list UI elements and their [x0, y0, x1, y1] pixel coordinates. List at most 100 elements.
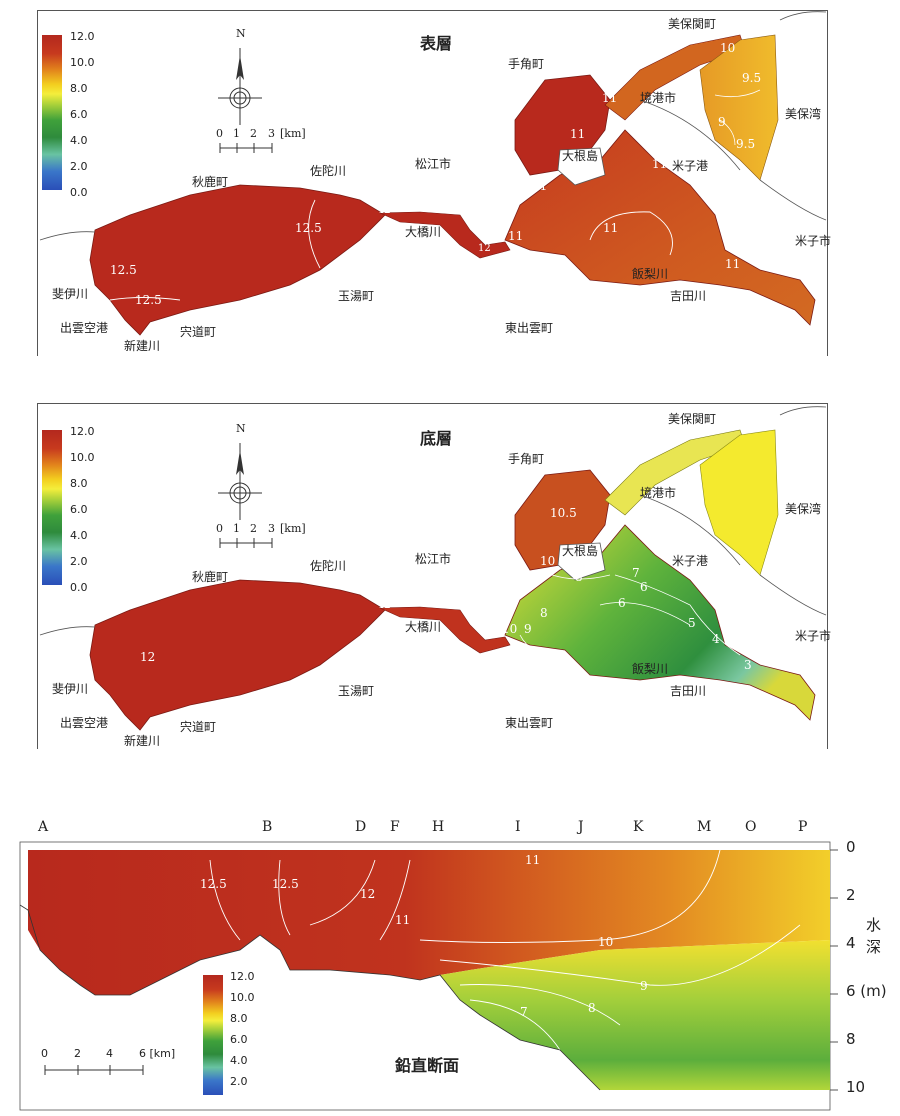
depth-tick: 10	[846, 1078, 866, 1096]
station-label: I	[515, 819, 521, 835]
place-label: 美保関町	[668, 412, 717, 426]
place-label: 吉田川	[670, 289, 707, 303]
place-label: 米子港	[672, 554, 709, 568]
contour-label: 7	[632, 566, 640, 580]
bottom-map-panel: 12.0 10.0 8.0 6.0 4.0 2.0 0.0 N 0 1 2 3 …	[0, 395, 900, 755]
place-label: 米子港	[672, 159, 709, 173]
scale-tick: 2	[74, 1047, 81, 1060]
depth-tick: 4	[846, 934, 856, 952]
depth-tick: 6 (m)	[846, 982, 887, 1000]
scale-tick: 0	[41, 1047, 48, 1060]
place-label: 吉田川	[670, 684, 707, 698]
section-title: 鉛直断面	[395, 1056, 460, 1075]
legend-label: 10.0	[230, 991, 255, 1004]
place-label: 東出雲町	[505, 716, 554, 730]
north-label: N	[236, 27, 246, 40]
contour-label: 10	[720, 41, 736, 55]
place-label: 飯梨川	[632, 267, 669, 281]
legend-label: 4.0	[230, 1054, 248, 1067]
scale-tick: 4	[106, 1047, 113, 1060]
daikon-island-bottom	[557, 542, 606, 581]
legend-label: 4.0	[70, 134, 88, 147]
place-label: 玉湯町	[338, 684, 375, 698]
north-arrow-bottom	[218, 443, 262, 520]
contour-label: 7	[520, 1005, 528, 1019]
station-label: O	[745, 819, 757, 835]
contour-label: 5	[688, 616, 696, 630]
contour-label: 8	[575, 570, 583, 584]
scale-tick: 3	[268, 522, 275, 535]
contour-label: 9	[640, 979, 648, 993]
surface-map-frame	[37, 10, 828, 356]
depth-tick: 8	[846, 1030, 856, 1048]
contour-label: 11	[525, 853, 541, 867]
surface-color-legend	[42, 35, 62, 190]
legend-label: 6.0	[70, 108, 88, 121]
scale-bar-bottom	[219, 538, 273, 548]
station-label: H	[432, 819, 445, 835]
contour-label: 12.5	[200, 877, 227, 891]
contour-label: 8	[540, 606, 548, 620]
place-label: 新建川	[124, 339, 161, 353]
contour-label: 10.5	[550, 506, 577, 520]
place-label: 佐陀川	[310, 164, 347, 178]
depth-tick: 0	[846, 838, 856, 856]
scale-tick: [km]	[280, 522, 306, 535]
scale-bar-section	[44, 1065, 144, 1075]
place-label: 大橋川	[405, 225, 442, 239]
contour-label: 6	[618, 596, 626, 610]
lake-shinji	[89, 184, 386, 336]
station-label: B	[262, 819, 273, 835]
legend-label: 2.0	[70, 555, 88, 568]
place-label: 出雲空港	[60, 716, 109, 730]
legend-label: 8.0	[70, 82, 88, 95]
legend-label: 6.0	[70, 503, 88, 516]
depth-axis-label: 深	[866, 938, 882, 956]
contour-label: 12.5	[135, 293, 162, 307]
station-label: F	[390, 819, 400, 835]
station-label: D	[355, 819, 367, 835]
contour-label: 11	[603, 221, 619, 235]
contour-label: 12	[378, 600, 391, 611]
contour-label: 12	[378, 205, 391, 216]
station-label: A	[38, 819, 49, 835]
contour-label: 10	[598, 935, 614, 949]
place-label: 美保湾	[785, 502, 822, 516]
legend-label: 2.0	[230, 1075, 248, 1088]
contour-label: 4	[712, 632, 720, 646]
place-label: 大橋川	[405, 620, 442, 634]
legend-label: 12.0	[230, 970, 255, 983]
north-label: N	[236, 422, 246, 435]
place-label: 秋鹿町	[192, 175, 229, 189]
scale-tick: 1	[233, 522, 240, 535]
station-label: J	[578, 819, 584, 835]
legend-label: 4.0	[70, 529, 88, 542]
contour-label: 11	[395, 913, 411, 927]
scale-tick: 2	[250, 127, 257, 140]
station-label: M	[697, 819, 712, 835]
place-label: 大根島	[562, 149, 599, 163]
place-label: 飯梨川	[632, 662, 669, 676]
place-label: 松江市	[415, 552, 452, 566]
place-label: 宍道町	[180, 720, 217, 734]
contour-label: 3	[744, 658, 752, 672]
scale-tick: 2	[250, 522, 257, 535]
contour-label: 9.5	[742, 71, 762, 85]
ohashi-channel-bottom	[379, 606, 511, 654]
contour-label: 9	[718, 115, 726, 129]
legend-label: 12.0	[70, 30, 95, 43]
daikon-island	[557, 147, 606, 186]
place-label: 新建川	[124, 734, 161, 748]
legend-label: 10.0	[70, 451, 95, 464]
scale-tick: 6 [km]	[139, 1047, 176, 1060]
contour-label: 11	[532, 179, 548, 193]
contour-label: 12	[360, 887, 376, 901]
depth-tick: 2	[846, 886, 856, 904]
lake-shinji-bottom	[89, 579, 386, 731]
contour-label: 11	[602, 91, 618, 105]
section-surface-layer	[28, 850, 830, 995]
place-label: 秋鹿町	[192, 570, 229, 584]
place-label: 玉湯町	[338, 289, 375, 303]
place-label: 大根島	[562, 544, 599, 558]
contour-label: 11	[508, 229, 524, 243]
